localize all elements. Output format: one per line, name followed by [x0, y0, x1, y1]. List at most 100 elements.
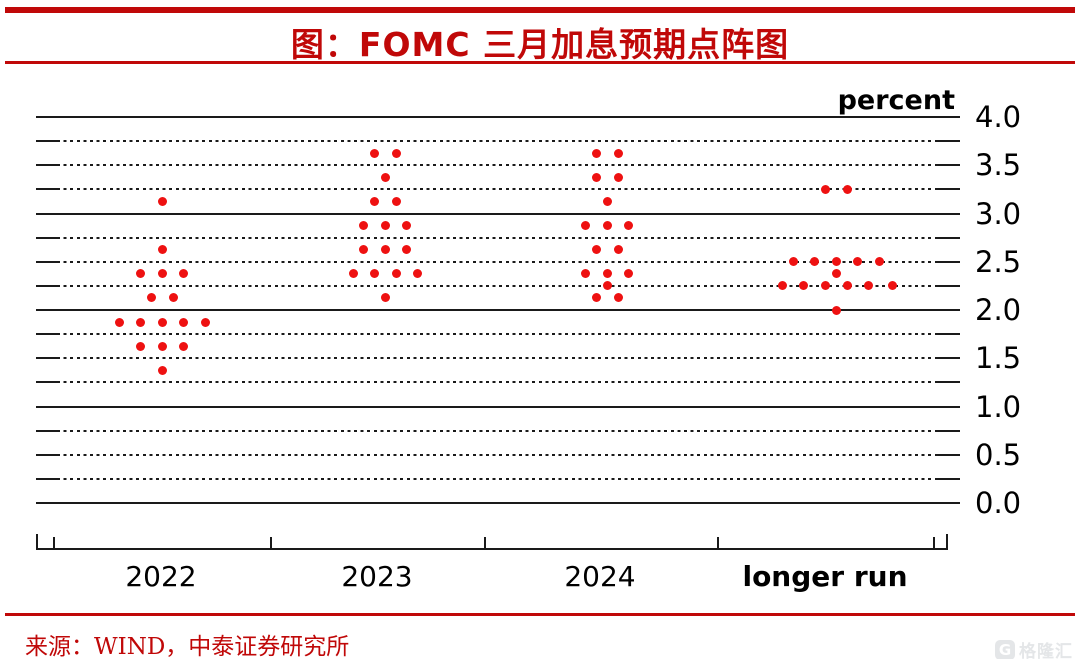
gridline-dots	[57, 284, 937, 287]
y-axis-unit-label: percent	[837, 85, 955, 116]
dot-projection	[391, 148, 401, 158]
dot-projection	[581, 221, 590, 231]
gridline-dotted	[36, 260, 960, 263]
source-note: 来源：WIND，中泰证券研究所	[25, 634, 350, 659]
dot-projection	[369, 148, 379, 158]
dot-projection	[613, 172, 623, 182]
dot-projection	[380, 172, 390, 182]
gridline-dots	[57, 453, 937, 456]
footer-divider	[5, 613, 1075, 616]
dot-projection	[179, 341, 188, 351]
dot-projection	[831, 257, 841, 267]
dot-projection	[369, 269, 379, 279]
dot-projection	[200, 317, 210, 327]
gridline-left-tick	[36, 284, 57, 287]
gridline-dots	[57, 260, 937, 263]
dot-projection	[874, 257, 884, 267]
watermark-logo-icon: G	[995, 639, 1015, 659]
dot-projection	[157, 196, 167, 206]
gridline-dots	[57, 333, 937, 336]
dot-projection	[799, 281, 808, 291]
y-axis-label: 0.5	[975, 437, 1022, 472]
gridline-dots	[57, 140, 937, 143]
dot-projection	[369, 196, 379, 206]
page-title: 图：FOMC 三月加息预期点阵图	[290, 25, 790, 64]
x-axis-label: 2023	[341, 560, 413, 593]
dot-projection	[853, 257, 862, 267]
gridline-right-tick	[937, 381, 960, 384]
dot-projection	[412, 269, 422, 279]
x-axis-label: 2022	[125, 560, 197, 593]
dot-projection	[136, 269, 145, 279]
dot-projection	[179, 269, 188, 279]
x-axis-tick	[484, 537, 486, 550]
gridline-right-tick	[937, 357, 960, 360]
gridline-dotted	[36, 477, 960, 480]
dot-projection	[624, 221, 633, 231]
dot-projection	[146, 293, 156, 303]
dot-projection	[842, 281, 852, 291]
gridline-solid	[36, 309, 960, 311]
dot-projection	[581, 269, 590, 279]
dot-projection	[157, 269, 167, 279]
y-axis-label: 1.0	[975, 389, 1022, 424]
gridline-dotted	[36, 357, 960, 360]
gridline-left-tick	[36, 453, 57, 456]
dot-projection	[380, 221, 390, 231]
x-axis-tick	[270, 537, 272, 550]
dot-projection	[602, 281, 612, 291]
gridline-left-tick	[36, 260, 57, 263]
gridline-right-tick	[937, 453, 960, 456]
gridline-right-tick	[937, 477, 960, 480]
gridline-solid	[36, 116, 960, 118]
dot-projection	[602, 196, 612, 206]
gridline-dotted	[36, 333, 960, 336]
gridline-dots	[57, 164, 937, 167]
gridline-left-tick	[36, 188, 57, 191]
gridline-left-tick	[36, 164, 57, 167]
gridline-right-tick	[937, 429, 960, 432]
dot-projection	[602, 269, 612, 279]
gridline-right-tick	[937, 188, 960, 191]
dot-projection	[157, 317, 167, 327]
dot-projection	[810, 257, 819, 267]
dot-projection	[602, 221, 612, 231]
gridline-right-tick	[937, 333, 960, 336]
dot-projection	[820, 281, 830, 291]
x-axis-tick	[53, 537, 55, 550]
dot-projection	[613, 293, 623, 303]
dot-projection	[613, 148, 623, 158]
gridline-right-tick	[937, 284, 960, 287]
watermark: G 格隆汇	[995, 637, 1073, 659]
gridline-dots	[57, 381, 937, 384]
dot-projection	[348, 269, 358, 279]
header-red-bar	[5, 7, 1075, 13]
gridline-left-tick	[36, 429, 57, 432]
dot-projection	[157, 341, 167, 351]
dot-projection	[391, 196, 401, 206]
dot-projection	[157, 365, 167, 375]
dot-projection	[591, 245, 601, 255]
dot-projection	[114, 317, 124, 327]
gridline-right-tick	[937, 164, 960, 167]
gridline-right-tick	[937, 260, 960, 263]
dot-projection	[613, 245, 623, 255]
y-axis-label: 0.0	[975, 486, 1022, 520]
gridline-dotted	[36, 236, 960, 239]
gridline-left-tick	[36, 140, 57, 143]
x-axis-label: 2024	[564, 560, 636, 593]
dot-projection	[591, 172, 601, 182]
dot-projection	[380, 293, 390, 303]
dot-projection	[168, 293, 178, 303]
y-axis-label: 4.0	[975, 100, 1022, 134]
dot-projection	[402, 245, 411, 255]
dot-projection	[157, 245, 167, 255]
gridline-solid	[36, 212, 960, 215]
gridline-left-tick	[36, 236, 57, 239]
gridline-dotted	[36, 284, 960, 287]
gridline-solid	[36, 405, 960, 408]
dot-projection	[831, 269, 841, 279]
x-axis-tick	[717, 537, 719, 550]
gridline-dotted	[36, 188, 960, 191]
